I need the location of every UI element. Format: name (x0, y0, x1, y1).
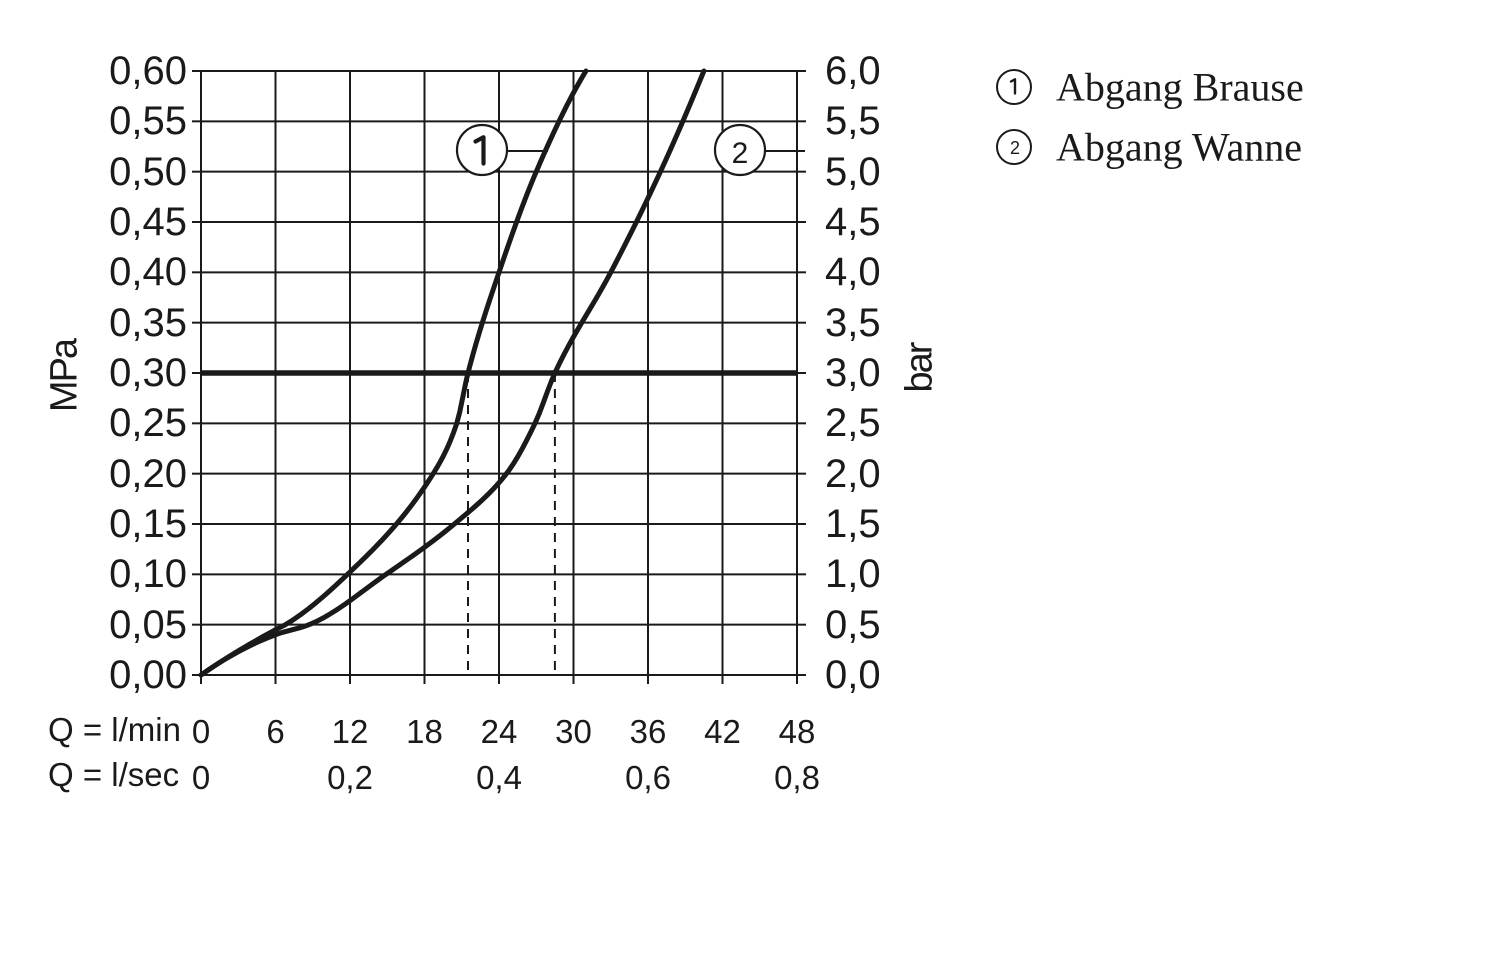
svg-text:2: 2 (732, 137, 749, 170)
